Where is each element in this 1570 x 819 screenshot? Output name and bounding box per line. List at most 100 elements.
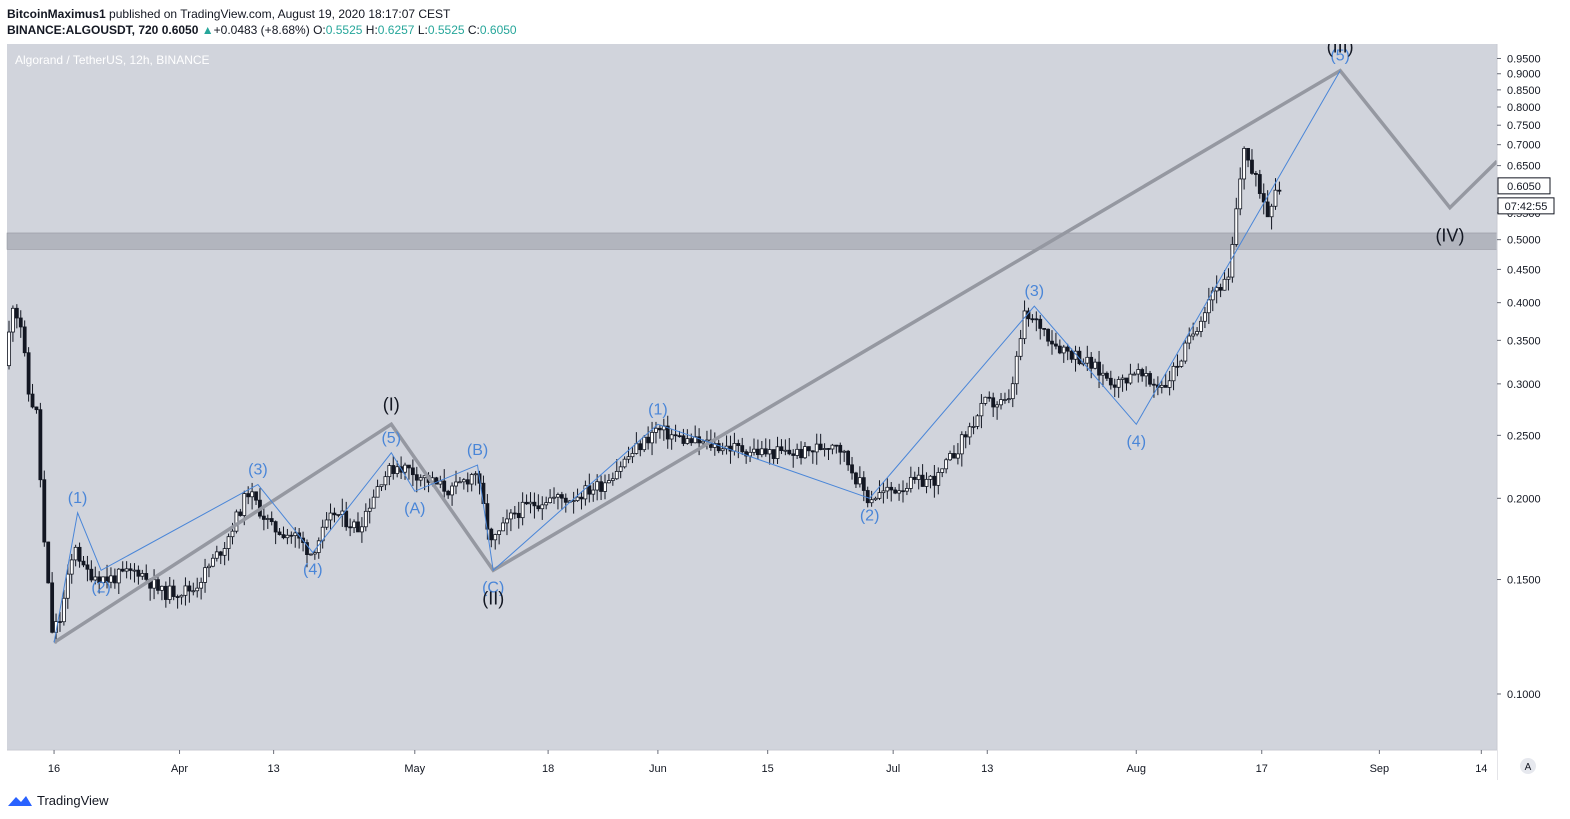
candle-body-20 — [85, 564, 90, 570]
candle-body-284 — [1120, 377, 1125, 380]
candle-body-265 — [1046, 328, 1050, 342]
candle-body-305 — [1203, 312, 1207, 322]
candle-body-66 — [265, 518, 270, 520]
time-axis[interactable] — [7, 750, 1497, 780]
candle-body-199 — [787, 449, 792, 455]
price-axis[interactable] — [1497, 44, 1561, 780]
countdown-badge: 07:42:55 — [1497, 197, 1555, 215]
last-price-badge: 0.6050 — [1497, 177, 1551, 195]
candle-body-68 — [273, 521, 278, 533]
candle-body-23 — [97, 576, 102, 584]
candle-body-298 — [1175, 365, 1180, 368]
price-change: +0.0483 (+8.68%) — [213, 23, 310, 37]
auto-scale-button[interactable]: A — [1520, 758, 1536, 774]
candle-body-291 — [1148, 373, 1152, 385]
candle-body-287 — [1132, 373, 1137, 376]
candle-body-172 — [681, 435, 686, 444]
candle-body-188 — [744, 451, 749, 457]
candle-body-141 — [559, 494, 564, 499]
candle-body-263 — [1038, 318, 1043, 329]
candle-body-83 — [332, 512, 337, 516]
candle-body-102 — [407, 464, 411, 469]
footer-brand[interactable]: TradingView — [7, 789, 109, 811]
blue-wave-count — [53, 70, 1341, 643]
blue-wave-label: (2) — [91, 579, 111, 596]
candle-body-308 — [1214, 287, 1219, 292]
candle-body-156 — [618, 466, 623, 472]
candle-body-125 — [497, 530, 502, 535]
candle-body-174 — [689, 438, 694, 444]
candle-body-254 — [1003, 399, 1007, 401]
candle-body-86 — [344, 510, 349, 528]
candle-body-72 — [289, 534, 294, 537]
candle-body-241 — [952, 453, 956, 459]
candle-body-133 — [528, 501, 533, 505]
close-label: C: — [467, 23, 480, 37]
candle-body-126 — [501, 522, 505, 532]
candle-body-313 — [1234, 208, 1239, 245]
candle-body-323 — [1273, 189, 1278, 207]
candle-body-3 — [18, 317, 23, 328]
candle-body-65 — [261, 515, 266, 520]
candle-body-302 — [1191, 333, 1196, 337]
candle-body-295 — [1163, 384, 1168, 388]
candle-body-109 — [434, 477, 439, 485]
candle-body-213 — [842, 450, 847, 453]
candle-body-44 — [179, 594, 184, 598]
candle-body-261 — [1030, 318, 1035, 321]
candle-body-248 — [979, 403, 984, 417]
price-tick-label: 0.2500 — [1507, 430, 1541, 442]
candle-body-161 — [638, 443, 643, 451]
candle-body-286 — [1128, 373, 1133, 384]
time-tick-label: 13 — [268, 763, 280, 775]
candle-body-189 — [748, 451, 752, 457]
candle-body-101 — [403, 464, 407, 473]
candle-body-312 — [1230, 244, 1235, 278]
candle-body-292 — [1152, 383, 1156, 386]
candle-body-195 — [771, 449, 776, 459]
candle-body-88 — [352, 521, 356, 529]
price-chart[interactable]: (1)(2)(3)(4)(5)(A)(B)(C)(1)(2)(3)(4)(5)(… — [0, 44, 1570, 780]
candle-body-128 — [508, 512, 513, 520]
price-tick-label: 0.9500 — [1507, 53, 1541, 65]
candle-body-231 — [912, 476, 917, 480]
candle-body-243 — [959, 434, 964, 455]
candle-body-98 — [391, 465, 396, 474]
candle-body-27 — [112, 575, 117, 584]
candle-body-238 — [940, 468, 945, 473]
candle-body-246 — [971, 425, 976, 428]
price-tick-label: 0.1000 — [1507, 689, 1541, 701]
candle-body-203 — [803, 446, 807, 459]
chart-area[interactable]: (1) (2) (3) (4) (5) (A) (B) (C) (1) (2) (3) (4) (5)(… — [0, 44, 1570, 780]
candle-body-76 — [305, 542, 309, 555]
candle-body-90 — [359, 526, 364, 533]
candle-body-277 — [1093, 361, 1098, 369]
candle-body-164 — [650, 431, 654, 444]
candle-body-297 — [1171, 365, 1176, 382]
time-tick-label: Aug — [1126, 763, 1146, 775]
candle-body-45 — [183, 585, 188, 596]
candle-body-48 — [195, 587, 200, 592]
price-tick-label: 0.5000 — [1507, 235, 1541, 247]
candle-body-116 — [461, 479, 466, 483]
candle-body-73 — [293, 532, 298, 537]
candle-body-13 — [58, 621, 62, 623]
time-tick-label: 13 — [981, 763, 993, 775]
candle-body-222 — [877, 492, 882, 499]
time-tick-label: Sep — [1370, 763, 1390, 775]
candles-group — [7, 146, 1282, 644]
candle-body-92 — [367, 507, 372, 512]
symbol-label[interactable]: BINANCE:ALGOUSDT, 720 — [7, 23, 159, 37]
candle-body-70 — [281, 534, 286, 539]
candle-body-24 — [101, 576, 106, 584]
grey-wave-label: (I) — [383, 394, 400, 414]
last-price: 0.6050 — [161, 23, 199, 37]
grey-wave-count — [53, 68, 1499, 644]
candle-body-28 — [116, 568, 121, 584]
candle-body-149 — [591, 489, 596, 495]
candle-body-177 — [701, 440, 705, 444]
candle-body-310 — [1222, 278, 1227, 291]
author-name[interactable]: BitcoinMaximus1 — [7, 7, 106, 21]
candle-body-289 — [1140, 369, 1145, 377]
candle-body-5 — [26, 352, 31, 395]
